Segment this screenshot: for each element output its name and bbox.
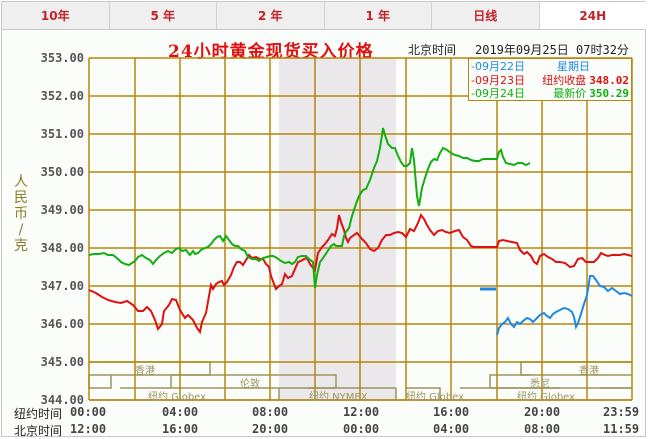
market-label-sydney: 悉尼 — [530, 379, 550, 390]
y-tick: 348.00 — [40, 241, 84, 255]
x-tick-bj: 04:00 — [433, 422, 470, 436]
y-axis-unit: 人民币 / 克 — [14, 174, 28, 254]
x-tick-ny: 20:00 — [524, 405, 561, 419]
tab-1-year[interactable]: 1 年 — [324, 2, 432, 29]
chart-title: 24小时黄金现货买入价格 — [168, 42, 374, 62]
series-0924 — [88, 127, 531, 289]
market-label-hongkong-2: 香港 — [579, 366, 599, 377]
y-tick: 345.00 — [40, 355, 84, 369]
market-label-globex-1: 纽约 Globex — [148, 392, 207, 403]
y-tick: 351.00 — [40, 127, 84, 141]
market-label-globex-3: 纽约 Globex — [517, 392, 576, 403]
market-label-globex-2: 纽约 Globex — [406, 392, 465, 403]
tab-2-year[interactable]: 2 年 — [217, 2, 325, 29]
series-0923 — [88, 212, 633, 335]
y-tick: 352.00 — [40, 89, 84, 103]
y-tick: 349.00 — [40, 203, 84, 217]
market-label-london: 伦敦 — [240, 379, 260, 390]
x-tick-bj: 08:00 — [524, 422, 561, 436]
x-tick-bj: 16:00 — [162, 422, 199, 436]
tab-10-year[interactable]: 10年 — [2, 2, 110, 29]
x-tick-bj: 20:00 — [252, 422, 289, 436]
x-tick-bj: 00:00 — [343, 422, 380, 436]
y-tick: 346.00 — [40, 317, 84, 331]
tab-24h[interactable]: 24H — [539, 2, 646, 29]
x-tick-ny: 16:00 — [433, 405, 470, 419]
legend-item-0923: -09月23日 纽约收盘 348.02 — [471, 73, 629, 87]
tab-daily[interactable]: 日线 — [432, 2, 540, 29]
x-tick-ny: 23:59 — [603, 405, 640, 419]
y-tick: 344.00 — [40, 393, 84, 407]
ny-time-label: 纽约时间 — [14, 407, 63, 421]
x-tick-ny: 00:00 — [70, 405, 107, 419]
bj-time-label: 北京时间 — [14, 424, 63, 438]
y-tick: 350.00 — [40, 165, 84, 179]
x-tick-ny: 12:00 — [343, 405, 380, 419]
current-datetime: 2019年09月25日 07时32分 — [475, 43, 629, 57]
market-label-hongkong: 香港 — [135, 366, 155, 377]
legend-item-0924: -09月24日 最新价 350.29 — [471, 87, 629, 100]
y-tick: 353.00 — [40, 51, 84, 65]
legend-item-0922: -09月22日 星期日 — [471, 60, 590, 73]
period-tabs: 10年 5 年 2 年 1 年 日线 24H — [2, 2, 646, 30]
chart-legend: -09月22日 星期日 -09月23日 纽约收盘 348.02 -09月24日 … — [468, 58, 632, 101]
tab-5-year[interactable]: 5 年 — [109, 2, 217, 29]
x-tick-ny: 08:00 — [252, 405, 289, 419]
market-label-nymex: 纽约 NYMEX — [309, 392, 368, 403]
timezone-label: 北京时间 — [408, 43, 457, 57]
series-0922 — [496, 275, 633, 336]
y-tick: 347.00 — [40, 279, 84, 293]
grid — [88, 57, 633, 401]
x-tick-ny: 04:00 — [162, 405, 199, 419]
x-tick-bj: 12:00 — [70, 422, 107, 436]
x-tick-bj: 11:59 — [603, 422, 640, 436]
